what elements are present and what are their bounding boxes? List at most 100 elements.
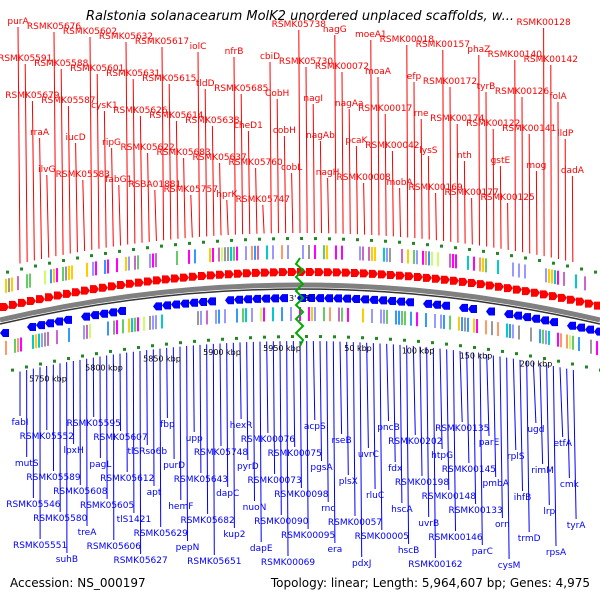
feature-block xyxy=(467,255,469,270)
reverse-gene-arrow xyxy=(117,307,126,316)
band-dot xyxy=(445,342,448,346)
gene-label-CobH: CobH xyxy=(265,89,289,99)
band-dot xyxy=(496,251,499,255)
band-dot xyxy=(263,335,266,339)
callout-line xyxy=(139,350,142,555)
callout-line xyxy=(190,194,193,238)
gene-label-nagAa: nagAa xyxy=(335,99,364,109)
gene-label-RSMK05632: RSMK05632 xyxy=(99,32,153,42)
gene-label-RSMK05605: RSMK05605 xyxy=(80,501,134,511)
callout-line xyxy=(239,342,242,420)
feature-block xyxy=(551,269,553,284)
callout-line xyxy=(348,108,351,234)
feature-block xyxy=(224,247,226,262)
band-dot xyxy=(389,337,392,341)
feature-block xyxy=(452,253,454,268)
band-dot xyxy=(487,347,490,351)
feature-block xyxy=(485,320,487,335)
feature-block xyxy=(554,270,556,285)
feature-block xyxy=(128,318,130,333)
callout-line xyxy=(39,137,43,259)
feature-block xyxy=(302,245,304,260)
band-dot xyxy=(179,341,182,345)
callout-line xyxy=(459,350,463,423)
feature-block xyxy=(8,278,10,293)
gene-label-nuoN: nuoN xyxy=(243,503,267,513)
callout-line xyxy=(175,120,179,239)
callout-line xyxy=(276,98,279,234)
feature-block xyxy=(584,276,586,291)
forward-gene-arrow xyxy=(585,299,594,308)
gene-label-rne: rne xyxy=(414,109,429,119)
reverse-gene-arrow xyxy=(333,294,342,303)
feature-block xyxy=(416,312,418,327)
gene-label-RSMK00172: RSMK00172 xyxy=(423,77,477,87)
feature-block xyxy=(227,247,229,262)
feature-block xyxy=(314,245,316,260)
band-dot xyxy=(20,267,23,271)
band-dot xyxy=(529,354,532,358)
callout-line xyxy=(199,344,202,474)
gene-label-RSMK00135: RSMK00135 xyxy=(435,424,489,434)
feature-block xyxy=(290,307,292,322)
origin-label-5prime: 5' xyxy=(305,294,312,303)
gene-label-tyrB: tyrB xyxy=(477,82,496,92)
feature-block xyxy=(41,333,43,348)
origin-marker xyxy=(294,257,305,347)
callout-line xyxy=(283,135,287,234)
band-dot xyxy=(207,338,210,342)
feature-block xyxy=(323,307,325,322)
feature-block xyxy=(56,268,58,283)
feature-block xyxy=(113,320,115,335)
feature-block xyxy=(386,309,388,324)
forward-gene-arrow xyxy=(288,268,297,277)
feature-block xyxy=(188,249,190,264)
feature-block xyxy=(425,251,427,266)
callout-line xyxy=(439,348,443,450)
gene-label-RSMK00018: RSMK00018 xyxy=(380,35,435,45)
feature-block xyxy=(251,307,253,322)
band-dot xyxy=(244,238,247,242)
feature-block xyxy=(437,252,439,267)
reverse-gene-arrow xyxy=(360,295,369,304)
band-dot xyxy=(123,347,126,351)
feature-block xyxy=(155,253,157,268)
gene-label-fdx: fdx xyxy=(388,464,403,474)
feature-block xyxy=(236,246,238,261)
gene-label-RSMK05607: RSMK05607 xyxy=(93,433,147,443)
forward-gene-arrow xyxy=(9,300,18,309)
forward-gene-arrow xyxy=(153,276,162,285)
forward-gene-arrow xyxy=(306,268,315,277)
band-dot xyxy=(48,261,51,265)
callout-line xyxy=(53,31,57,257)
forward-gene-arrow xyxy=(567,295,576,304)
gene-label-RSMK05683: RSMK05683 xyxy=(156,148,210,158)
feature-block xyxy=(221,247,223,262)
feature-block xyxy=(401,310,403,325)
reverse-gene-arrow xyxy=(405,298,414,307)
feature-block xyxy=(245,308,247,323)
gene-label-phaZ: phaZ xyxy=(467,45,490,55)
callout-line xyxy=(406,44,409,238)
band-dot xyxy=(375,336,378,340)
callout-line xyxy=(204,88,208,237)
callout-line xyxy=(219,343,222,447)
reverse-gene-arrow xyxy=(162,301,171,310)
callout-line xyxy=(420,118,423,239)
forward-gene-arrow xyxy=(342,268,351,277)
gene-label-hexR: hexR xyxy=(230,421,253,431)
callout-line xyxy=(359,342,363,558)
gene-label-fbp: fbp xyxy=(160,420,175,430)
gene-label-RSMK00098: RSMK00098 xyxy=(274,490,329,500)
feature-block xyxy=(374,247,376,262)
callout-line xyxy=(247,130,251,234)
callout-line xyxy=(372,343,376,490)
callout-line xyxy=(132,78,136,244)
gene-label-ihfB: ihfB xyxy=(514,493,532,503)
feature-block xyxy=(308,245,310,260)
feature-block xyxy=(473,318,475,333)
feature-block xyxy=(44,332,46,347)
gene-label-RSMK05676: RSMK05676 xyxy=(27,22,82,32)
feature-block xyxy=(449,315,451,330)
callout-line xyxy=(179,346,182,501)
